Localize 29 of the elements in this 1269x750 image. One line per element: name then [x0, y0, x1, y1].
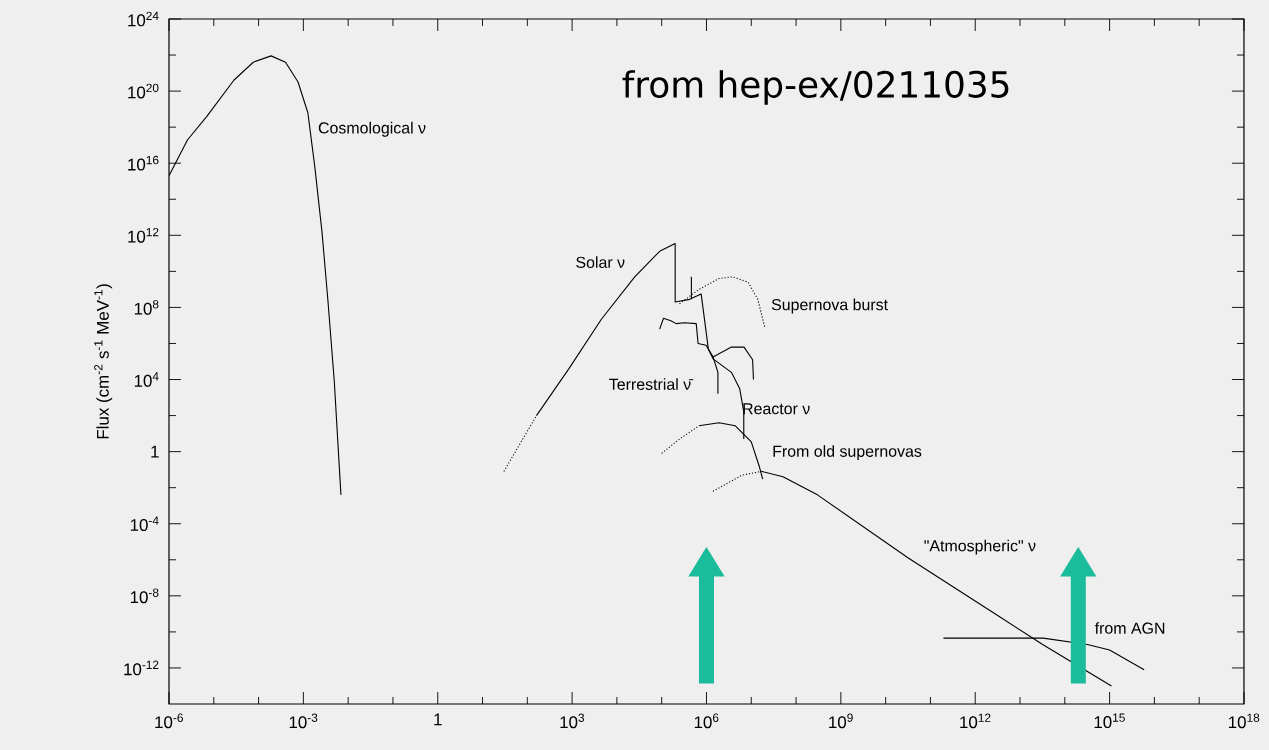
- y-tick-label: 10$^{8}$: [134, 300, 159, 315]
- annotation: from AGN: [1094, 622, 1165, 634]
- annotation: Solar ν: [576, 256, 625, 269]
- y-axis-title: Flux (cm$^{-2}$ s$^{-1}$ MeV$^{-1}$): [94, 284, 113, 439]
- annotation: Reactor ν: [743, 403, 810, 415]
- annotation: "Atmospheric" ν: [924, 539, 1036, 555]
- annotation: Terrestrial ν̄: [609, 378, 694, 390]
- x-tick-label: 10$^{-3}$: [289, 713, 318, 729]
- x-tick-label: 10$^{-6}$: [155, 713, 183, 729]
- y-tick-label: 10$^{-8}$: [130, 588, 159, 604]
- y-tick-label: 10$^{-12}$: [124, 660, 159, 676]
- annotation: Cosmological ν: [318, 121, 426, 137]
- x-tick-label: 10$^{3}$: [560, 713, 585, 729]
- x-tick-label: 10$^{18}$: [1229, 713, 1260, 729]
- x-tick-label: 10$^{9}$: [829, 713, 853, 729]
- y-tick-label: 1: [151, 445, 159, 458]
- y-tick-label: 10$^{20}$: [128, 83, 159, 99]
- y-tick-label: 10$^{-4}$: [130, 516, 159, 532]
- x-tick-label: 10$^{15}$: [1094, 713, 1125, 729]
- x-tick-label: 10$^{6}$: [694, 713, 719, 729]
- annotation: from hep-ex/0211035: [622, 70, 1009, 105]
- y-tick-label: 10$^{12}$: [128, 227, 159, 243]
- y-tick-label: 10$^{4}$: [134, 372, 159, 387]
- y-tick-label: 10$^{24}$: [128, 11, 159, 27]
- x-tick-label: 10$^{12}$: [960, 713, 991, 729]
- y-tick-label: 10$^{16}$: [128, 155, 159, 171]
- x-tick-label: 1: [434, 713, 442, 726]
- annotation: Supernova burst: [771, 298, 888, 314]
- annotation: From old supernovas: [773, 445, 922, 461]
